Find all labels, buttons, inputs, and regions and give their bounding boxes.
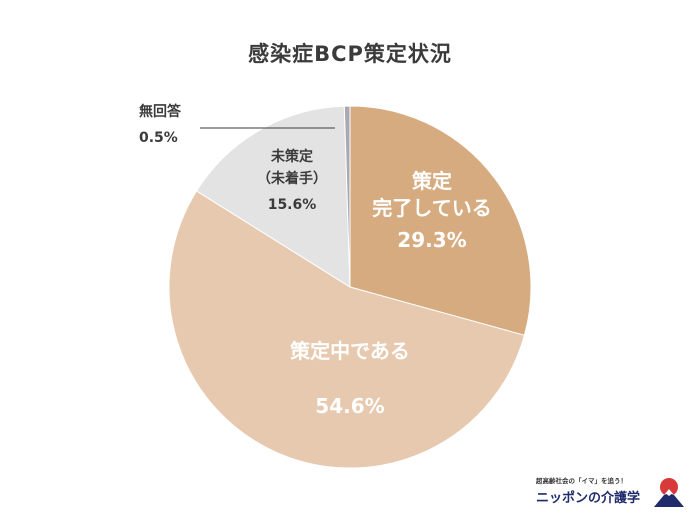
slice-completed [349,105,532,336]
brand-logo-block: 超高齢社会の「イマ」を追う！ ニッポンの介護学 [536,473,686,513]
brand-tagline: 超高齢社会の「イマ」を追う！ [536,477,627,485]
slice-label: 無回答 [139,103,182,120]
slice-value-label: 29.3% [397,228,466,252]
slice-label: 未策定 [271,148,313,165]
slice-no-answer [343,105,351,288]
slice-label: （未着手） [257,170,327,187]
slice-in-progress [168,190,526,469]
slice-label: 完了している [372,196,491,220]
brand-name: ニッポンの介護学 [536,491,641,506]
slice-label: 策定中である [290,339,410,363]
slice-not-started [195,105,351,288]
slice-value-label: 0.5% [139,130,178,146]
slice-value-label: 15.6% [268,197,317,213]
slice-value-label: 54.6% [315,394,384,418]
slice-label: 策定 [412,169,452,193]
chart-title: 感染症BCP策定状況 [248,42,452,66]
mount-fuji-sun-icon [654,478,684,507]
